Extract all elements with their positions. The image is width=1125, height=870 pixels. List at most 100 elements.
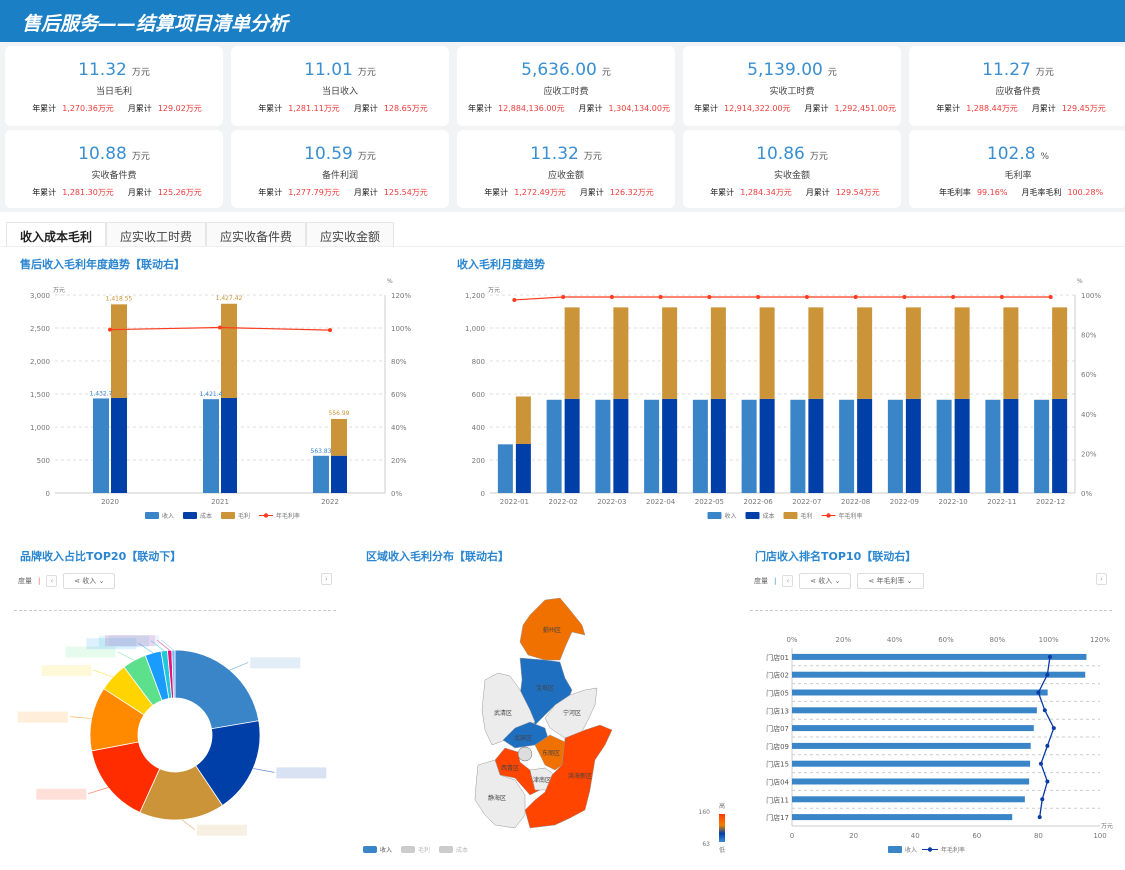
year-acc-label: 年累计	[32, 188, 57, 197]
prev-button[interactable]: ‹	[782, 575, 794, 587]
y2-tick-label: 60%	[1081, 371, 1097, 379]
kpi-label: 实收备件费	[91, 171, 137, 181]
store-rate-dropdown[interactable]: ⋖ 年毛利率 ⌄	[857, 573, 924, 589]
x-tick-label: 2022-10	[939, 498, 968, 506]
measure-marker: |	[774, 577, 777, 585]
pie-label-blurred	[17, 711, 68, 723]
y2-tick-label: 80%	[1081, 332, 1097, 340]
tab-3[interactable]: 应实收金额	[306, 222, 395, 247]
x2-tick-label: 40%	[887, 636, 903, 644]
margin-point	[951, 294, 956, 299]
bar-revenue	[1034, 399, 1050, 493]
bar-cost	[111, 397, 127, 493]
tab-2[interactable]: 应实收备件费	[206, 222, 307, 247]
bar-gross	[564, 307, 580, 399]
pie-label-leader	[88, 787, 109, 795]
kpi-card: 11.27 万元 应收备件费 年累计 1,288.44万元 月累计 129.45万元	[909, 46, 1125, 126]
visual-map-high: 高	[719, 802, 725, 810]
bar-revenue	[792, 689, 1048, 696]
bar-revenue	[985, 399, 1001, 493]
store-label: 门店15	[766, 760, 789, 769]
legend-marker	[263, 513, 269, 518]
y-tick-label: 1,000	[30, 424, 50, 432]
bar-revenue	[792, 796, 1025, 803]
map-region	[519, 597, 586, 661]
pie-slice	[174, 649, 260, 730]
kpi-accumulations: 年累计 12,884,136.00元 月累计 1,304,134.00元	[457, 103, 675, 114]
pie-label-blurred	[36, 788, 87, 800]
visual-map-bar	[719, 814, 725, 842]
visual-map-min: 63	[702, 841, 710, 848]
x-tick-label: 2022-09	[890, 498, 919, 506]
share-icon: ⋖	[810, 577, 819, 585]
pie-label-leader	[69, 716, 92, 719]
year-acc-label: 年累计	[468, 104, 493, 113]
legend-marker	[826, 513, 831, 518]
pie-label-blurred	[41, 665, 92, 677]
margin-point	[1047, 654, 1052, 659]
year-acc-value: 12,914,322.00元	[724, 104, 791, 113]
kpi-value: 5,139.00 元	[683, 60, 901, 82]
data-label-revenue: 1,432.7	[90, 390, 113, 397]
next-button[interactable]: ›	[1096, 573, 1107, 585]
map-region	[519, 657, 573, 726]
month-acc-label: 月累计	[127, 188, 152, 197]
y-tick-label: 3,000	[30, 292, 50, 300]
tab-bar: 收入成本毛利 应实收工时费 应实收备件费 应实收金额	[6, 222, 395, 247]
bar-cost	[808, 398, 824, 493]
legend-label: 收入	[905, 846, 917, 854]
pie-label-blurred	[98, 635, 149, 647]
pie-label-leader	[160, 639, 174, 651]
pie-label-leader	[181, 819, 196, 830]
month-acc-value: 1,304,134.00元	[608, 104, 670, 113]
divider	[14, 610, 336, 611]
month-acc-value: 129.02万元	[157, 104, 202, 113]
prev-button[interactable]: ‹	[46, 575, 58, 587]
month-acc-label: 月累计	[804, 104, 829, 113]
kpi-accumulations: 年累计 1,284.34万元 月累计 129.54万元	[683, 187, 901, 198]
x2-tick-label: 80%	[990, 636, 1006, 644]
kpi-accumulations: 年累计 1,277.79万元 月累计 125.54万元	[231, 187, 449, 198]
legend-swatch	[745, 512, 760, 519]
store-label: 门店05	[766, 689, 789, 698]
year-acc-label: 年累计	[484, 188, 509, 197]
x-tick-label: 2022-11	[987, 498, 1016, 506]
kpi-label: 应收备件费	[995, 87, 1041, 97]
tab-0[interactable]: 收入成本毛利	[6, 222, 107, 247]
y2-unit-label: %	[1077, 278, 1083, 285]
kpi-value: 11.27 万元	[909, 60, 1125, 82]
next-button[interactable]: ›	[321, 573, 332, 585]
year-acc-label: 年累计	[258, 104, 283, 113]
legend-swatch	[707, 512, 722, 519]
kpi-label: 应收工时费	[543, 87, 589, 97]
x-tick-label: 2021	[211, 498, 229, 506]
kpi-value: 5,636.00 元	[457, 60, 675, 82]
kpi-value: 10.59 万元	[231, 144, 449, 166]
month-acc-label: 月毛率毛利	[1021, 188, 1062, 197]
store-measure-dropdown[interactable]: ⋖ 收入 ⌄	[799, 573, 852, 589]
x-tick-label: 2022	[321, 498, 339, 506]
bar-revenue	[313, 455, 329, 493]
bar-revenue	[792, 760, 1031, 767]
kpi-card: 102.8% 毛利率 年毛利率 99.16% 月毛率毛利 100.28%	[909, 130, 1125, 208]
bar-revenue	[497, 444, 513, 493]
store-label: 门店04	[766, 778, 789, 787]
kpi-unit: 万元	[1035, 68, 1054, 78]
pie-label-leader	[117, 651, 135, 661]
margin-point	[1038, 761, 1043, 766]
y2-tick-label: 40%	[1081, 411, 1097, 419]
tab-1[interactable]: 应实收工时费	[106, 222, 207, 247]
legend-label: 年毛利率	[839, 512, 863, 520]
kpi-unit: 万元	[357, 152, 376, 162]
bar-revenue	[792, 653, 1087, 660]
kpi-label: 当日毛利	[95, 87, 132, 97]
map-region-label: 宁河区	[563, 709, 581, 717]
brand-measure-dropdown[interactable]: ⋖ 收入 ⌄	[63, 573, 116, 589]
region-distribution-title: 区域收入毛利分布【联动右】	[366, 550, 509, 563]
map-region	[474, 759, 526, 829]
x-tick-label: 40	[911, 832, 920, 840]
map-region-label: 津南区	[533, 776, 551, 784]
year-acc-label: 年累计	[694, 104, 719, 113]
legend-swatch	[439, 846, 453, 853]
bar-cost	[710, 398, 726, 493]
